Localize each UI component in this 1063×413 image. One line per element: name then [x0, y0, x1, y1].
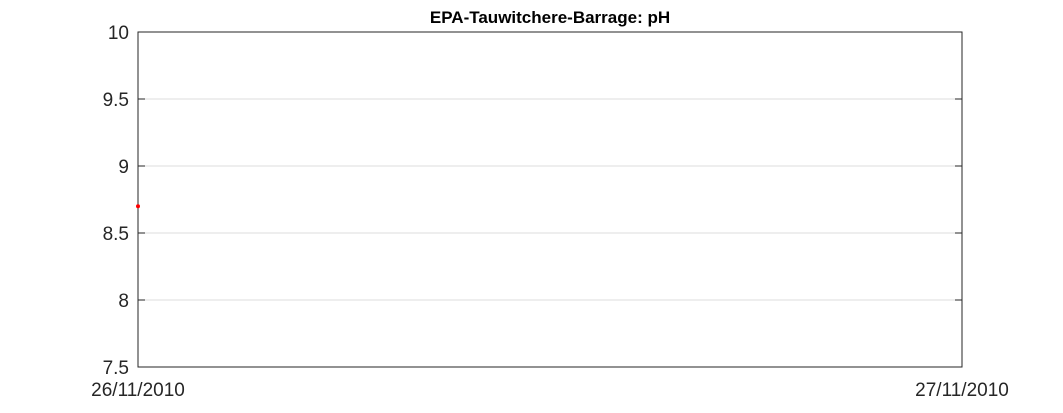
grid-lines	[138, 98, 962, 301]
data-point	[136, 204, 140, 209]
x-tick-label: 27/11/2010	[915, 380, 1009, 401]
y-tick-label: 9.5	[103, 90, 129, 111]
x-tick-labels: 26/11/2010 27/11/2010	[91, 380, 1009, 401]
y-tick-label: 10	[108, 23, 129, 44]
chart-title: EPA-Tauwitchere-Barrage: pH	[430, 8, 670, 27]
y-tick-label: 8.5	[103, 224, 129, 245]
plot-area	[137, 31, 963, 368]
y-tick-label: 8	[118, 291, 129, 312]
x-tick-label: 26/11/2010	[91, 380, 185, 401]
data-points	[136, 204, 140, 209]
y-tick-label: 7.5	[103, 358, 129, 379]
y-tick-labels: 7.5 8 8.5 9 9.5 10	[103, 23, 129, 379]
y-tick-label: 9	[118, 157, 129, 178]
axis-ticks	[137, 31, 963, 368]
